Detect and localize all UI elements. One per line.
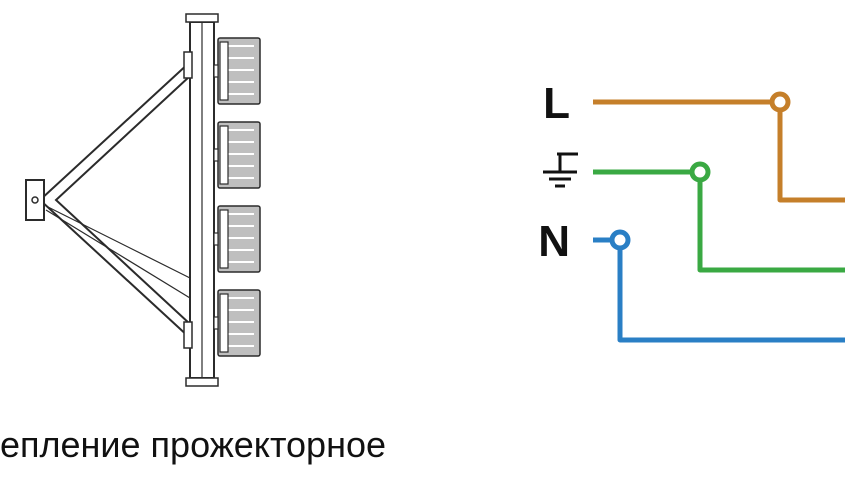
stage: LN епление прожекторное [0, 0, 845, 500]
wire-node-L [772, 94, 788, 110]
wire-N [593, 240, 845, 340]
wire-label-N: N [538, 217, 570, 266]
caption-text: епление прожекторное [0, 424, 386, 466]
wire-node-E [692, 164, 708, 180]
wire-L [593, 102, 845, 200]
wiring-diagram: LN [0, 0, 845, 400]
wire-label-L: L [543, 79, 570, 128]
wire-E [593, 172, 845, 270]
wire-node-N [612, 232, 628, 248]
